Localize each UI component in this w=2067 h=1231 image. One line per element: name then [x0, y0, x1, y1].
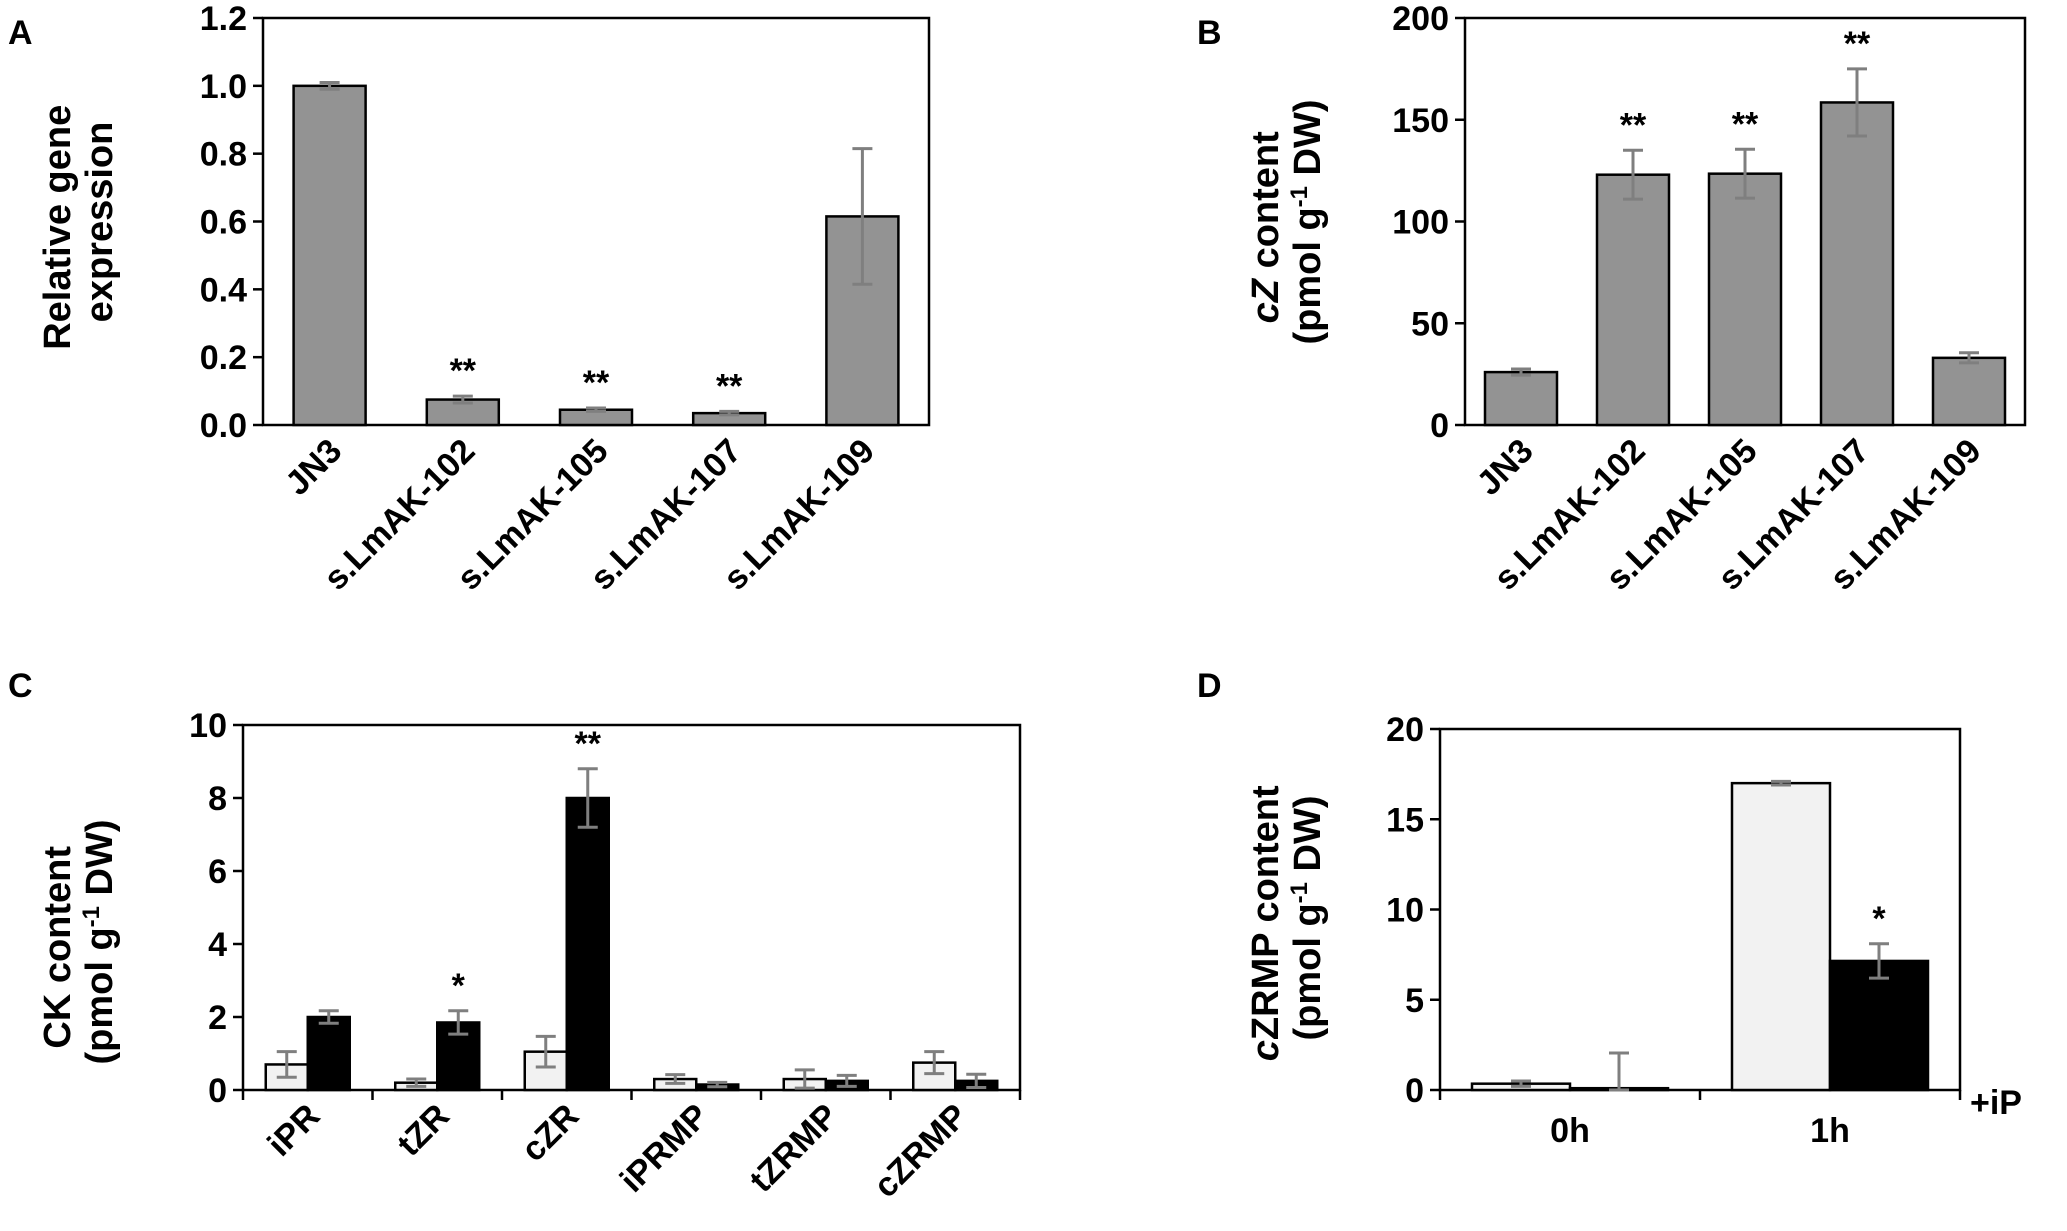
panel-c-bar — [306, 1015, 351, 1092]
panel-c-chart: 0 2 4 6 8 10 iPR * tZR ** cZR iPRMP tZRMP cZRMP — [189, 707, 1022, 1205]
panel-b-significance: ** — [1844, 25, 1871, 63]
panel-b-ylabel-line1: cZ content — [1245, 131, 1287, 323]
panel-b-ytick-label: 100 — [1392, 204, 1449, 242]
panel-c-bar — [436, 1021, 481, 1092]
panel-d-bar — [1828, 959, 1930, 1092]
panel-a-ylabel-line2: expression — [79, 122, 121, 323]
panel-b-chart: 050100150200JN3**s.LmAK-102**s.LmAK-105*… — [1392, 0, 2027, 598]
panel-b-bar — [1931, 356, 2007, 427]
panel-b-ytick-label: 150 — [1392, 102, 1449, 140]
panel-b-bar — [1595, 173, 1671, 427]
panel-b-ylabel: cZ content (pmol g-1 DW) — [1245, 99, 1329, 344]
panel-b-significance: ** — [1732, 105, 1759, 143]
panel-b-significance: ** — [1620, 106, 1647, 144]
panel-d-ylabel-line2: (pmol g-1 DW) — [1285, 795, 1329, 1040]
panel-d-ylabel: cZRMP content (pmol g-1 DW) — [1245, 775, 1329, 1061]
panel-a-category-label: JN3 — [278, 432, 349, 503]
panel-a-ytick-label: 1.2 — [200, 0, 247, 38]
panel-c-frame — [241, 723, 1022, 1092]
panel-c-ylabel-line1: CK content — [37, 846, 79, 1049]
panel-d-significance: * — [1872, 900, 1886, 938]
panel-a-ytick-label: 0.6 — [200, 204, 247, 242]
panel-a-ylabel-line1: Relative gene — [37, 105, 79, 350]
panel-a-ytick-label: 0.8 — [200, 136, 247, 174]
panel-letter-c: C — [8, 667, 33, 705]
panel-a-ylabel: Relative gene expression — [37, 94, 121, 350]
panel-b-ytick-label: 0 — [1430, 407, 1449, 445]
panel-a-ytick-label: 1.0 — [200, 68, 247, 106]
panel-d-ylabel-line1: cZRMP content — [1245, 785, 1287, 1061]
panel-c-category-label: tZR — [390, 1097, 457, 1164]
panel-c-bar — [912, 1061, 957, 1092]
panel-d-ytick-label: 0 — [1405, 1072, 1424, 1110]
panel-b-category-label: JN3 — [1470, 432, 1541, 503]
panel-c-category-label: cZRMP — [867, 1097, 975, 1205]
panel-a-significance: ** — [716, 367, 743, 405]
panel-c-category-label: iPR — [260, 1097, 327, 1164]
panel-a-bar — [292, 84, 367, 427]
panel-b-bar — [1819, 101, 1895, 427]
panel-b-bar — [1707, 172, 1783, 427]
panel-b-ytick-label: 50 — [1411, 305, 1449, 343]
panel-c-ytick-label: 2 — [208, 999, 227, 1037]
panel-d-bar — [1730, 781, 1832, 1092]
panel-a-ytick-label: 0.4 — [200, 271, 247, 309]
panel-c-category-label: cZR — [514, 1097, 586, 1169]
panel-d-ytick-label: 10 — [1386, 892, 1424, 930]
panel-a-ytick-label: 0.2 — [200, 339, 247, 377]
panel-c-category-label: iPRMP — [613, 1097, 716, 1200]
panel-letter-d: D — [1197, 667, 1222, 705]
panel-c-significance: ** — [575, 725, 602, 763]
panel-b-ytick-label: 200 — [1392, 0, 1449, 38]
panel-c-bar — [565, 796, 610, 1092]
panel-d-ytick-label: 15 — [1386, 801, 1424, 839]
panel-c-ytick-label: 8 — [208, 780, 227, 818]
panel-letter-b: B — [1197, 14, 1222, 52]
panel-a-significance: ** — [450, 352, 477, 390]
panel-a-chart: 0.00.20.40.60.81.01.2JN3**s.LmAK-102**s.… — [200, 0, 931, 598]
panel-d-chart: 0 5 10 15 20 0h * 1h +iP — [1386, 711, 2022, 1150]
panel-c-ytick-label: 6 — [208, 853, 227, 891]
panel-c-ytick-label: 4 — [208, 926, 227, 964]
panel-c-ylabel-line2: (pmol g-1 DW) — [77, 819, 121, 1064]
panel-d-category-label: 0h — [1550, 1112, 1590, 1150]
panel-d-ytick-label: 20 — [1386, 711, 1424, 749]
panel-a-ytick-label: 0.0 — [200, 407, 247, 445]
panel-b-ylabel-line2: (pmol g-1 DW) — [1285, 99, 1329, 344]
panel-a-significance: ** — [583, 364, 610, 402]
panel-d-ytick-label: 5 — [1405, 982, 1424, 1020]
panel-c-ytick-label: 0 — [208, 1072, 227, 1110]
panel-d-category-label: 1h — [1810, 1112, 1850, 1150]
panel-b-bar — [1483, 370, 1559, 427]
panel-c-significance: * — [452, 967, 466, 1005]
panel-c-ylabel: CK content (pmol g-1 DW) — [37, 819, 121, 1064]
panel-d-treatment-label: +iP — [1970, 1084, 2022, 1122]
panel-letter-a: A — [8, 14, 33, 52]
panel-c-ytick-label: 10 — [189, 707, 227, 745]
panel-c-category-label: tZRMP — [742, 1097, 845, 1200]
